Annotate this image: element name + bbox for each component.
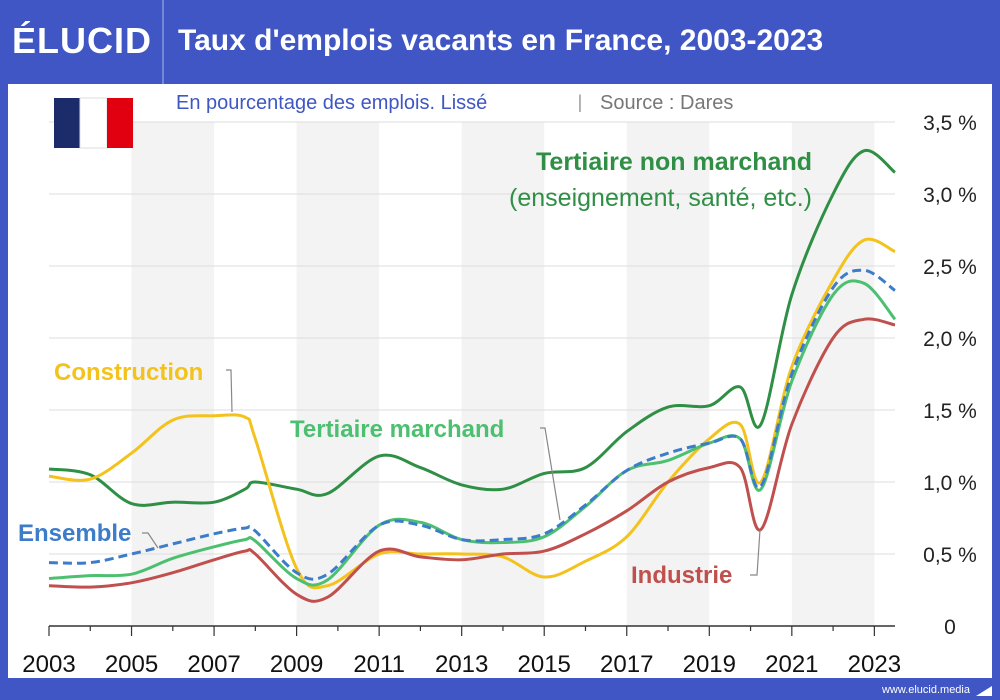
- shaded-band: [626, 122, 710, 626]
- construction-leader-line: [226, 369, 233, 413]
- label-tertiaire-non-marchand: Tertiaire non marchand: [536, 148, 812, 176]
- label-tertiaire-marchand: Tertiaire marchand: [290, 416, 504, 443]
- chart-title: Taux d'emplois vacants en France, 2003-2…: [178, 24, 824, 57]
- flag-blue: [54, 98, 80, 148]
- series-line-tertiaire-non-marchand: [48, 149, 896, 507]
- flag-white: [79, 97, 108, 149]
- series-line-ensemble: [48, 268, 896, 581]
- y-tick-label: 1,5 %: [923, 400, 977, 423]
- y-tick-label: 3,0 %: [923, 184, 977, 207]
- chart-source: Source : Dares: [600, 92, 733, 114]
- header: ÉLUCID Taux d'emplois vacants en France,…: [0, 0, 1000, 84]
- y-tick-label: 0,5 %: [923, 544, 977, 567]
- footer-url[interactable]: www.elucid.media: [881, 684, 970, 696]
- label-ensemble: Ensemble: [18, 520, 131, 547]
- subtitle-separator: |: [578, 92, 583, 112]
- x-tick-label: 2005: [105, 651, 158, 678]
- elucid-logo: ÉLUCID: [12, 20, 152, 61]
- x-tick-label: 2013: [435, 651, 488, 678]
- x-tick-label: 2019: [683, 651, 736, 678]
- label-construction: Construction: [54, 359, 203, 386]
- y-tick-label: 0: [944, 616, 956, 639]
- label-industrie: Industrie: [631, 562, 732, 589]
- ensemble-leader-line: [142, 532, 159, 549]
- x-tick-label: 2011: [353, 651, 405, 678]
- flag-red: [107, 98, 133, 148]
- y-tick-label: 2,5 %: [923, 256, 977, 279]
- x-tick-label: 2003: [22, 651, 75, 678]
- elucid-mark-icon: [976, 686, 992, 696]
- x-tick-label: 2009: [270, 651, 323, 678]
- industrie-leader-line: [750, 529, 761, 576]
- y-tick-label: 1,0 %: [923, 472, 977, 495]
- header-divider: [162, 0, 164, 84]
- x-tick-label: 2007: [187, 651, 240, 678]
- x-tick-label: 2015: [518, 651, 571, 678]
- label-tertiaire-non-marchand-detail: (enseignement, santé, etc.): [509, 184, 812, 212]
- shaded-band: [296, 122, 380, 626]
- shaded-band: [131, 122, 215, 626]
- y-tick-label: 3,5 %: [923, 112, 977, 135]
- shaded-band: [791, 122, 875, 626]
- tertiaire-marchand-leader-line: [540, 427, 561, 521]
- x-tick-label: 2021: [765, 651, 818, 678]
- x-tick-label: 2017: [600, 651, 653, 678]
- series-line-industrie: [48, 317, 896, 603]
- y-tick-label: 2,0 %: [923, 328, 977, 351]
- chart-subtitle: En pourcentage des emplois. Lissé: [176, 92, 487, 114]
- x-tick-label: 2023: [848, 651, 901, 678]
